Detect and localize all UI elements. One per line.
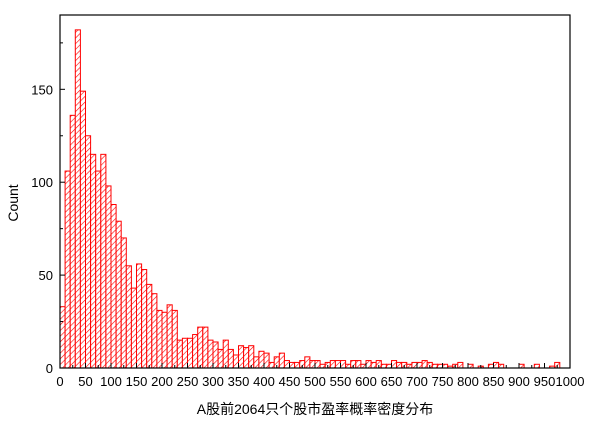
x-tick-label: 250 [177,374,199,389]
x-tick-label: 100 [100,374,122,389]
y-axis: 0 50 100 150 [31,42,65,376]
histogram-bar [289,361,296,369]
histogram-bar [396,361,403,369]
histogram-bar [156,309,163,369]
x-tick-label: 700 [406,374,428,389]
histogram-bar [278,352,285,369]
histogram-bar [334,360,341,369]
x-tick-label: 300 [202,374,224,389]
histogram-bar [243,347,250,369]
histogram-bar [192,334,199,369]
x-axis-title: A股前2064只个股市盈率概率密度分布 [197,401,433,417]
x-tick-label: 600 [355,374,377,389]
x-tick-label: 850 [483,374,505,389]
histogram-bar [416,361,423,369]
histogram-bar [258,350,265,369]
histogram-bar [248,345,255,369]
histogram-bar [181,337,188,369]
histogram-bar [64,170,71,369]
histogram-bar [329,360,336,369]
histogram-bar [457,361,464,369]
y-axis-title: Count [5,184,21,221]
histogram-bar [355,360,362,369]
histogram-bar [294,361,301,369]
x-tick-label: 750 [432,374,454,389]
histogram-bar [253,356,260,369]
histogram-bar [202,326,209,369]
x-tick-label: 50 [78,374,92,389]
x-tick-label: 900 [508,374,530,389]
histogram-bar [370,361,377,369]
histogram-bar [283,360,290,369]
x-tick-label: 400 [253,374,275,389]
x-tick-label: 450 [279,374,301,389]
histogram-bar [100,153,107,369]
histogram-bar [120,237,127,369]
histogram-bar [95,170,102,369]
histogram-bar [227,348,234,369]
histogram-bar [421,360,428,369]
x-tick-label: 150 [126,374,148,389]
x-tick-label: 0 [56,374,63,389]
histogram-bar [309,360,316,369]
y-tick-label: 0 [46,361,53,376]
histogram-bar [125,265,132,369]
histogram-bar [141,269,148,369]
x-tick-label: 350 [228,374,250,389]
x-axis: 0 50 100 150 200 250 300 350 400 450 500 550 600 650 7… [56,363,584,389]
histogram-bar [85,135,92,369]
histogram-bar [314,360,321,369]
histogram-bar [304,356,311,369]
x-tick-label: 500 [304,374,326,389]
histogram-bar [391,360,398,369]
histogram-bar [171,309,178,369]
histogram-bar [110,204,117,369]
histogram-bar [212,341,219,369]
histogram-bars [59,29,561,369]
histogram-bar [79,90,87,369]
histogram-bar [232,354,239,369]
x-tick-label: 800 [457,374,479,389]
histogram-bar [136,263,143,369]
histogram-bar [105,185,112,369]
x-tick-label: 1000 [556,374,585,389]
y-tick-label: 50 [39,268,53,283]
histogram-bar [268,361,275,369]
histogram-bar [493,361,500,369]
histogram-bar [365,360,372,369]
histogram-bar [238,345,245,369]
y-tick-label: 100 [31,175,53,190]
x-tick-label: 650 [381,374,403,389]
y-tick-label: 150 [31,82,53,97]
histogram-bar [151,293,158,369]
x-tick-label: 200 [151,374,173,389]
histogram-bar [130,287,137,369]
x-tick-label: 550 [330,374,352,389]
histogram-bar [146,283,153,369]
histogram-bar [74,29,81,369]
histogram-bar [90,153,97,369]
histogram-bar [166,304,173,369]
histogram-bar [69,114,76,369]
x-tick-label: 950 [534,374,556,389]
histogram-bar [176,339,183,369]
histogram-bar [197,326,204,369]
histogram-bar [59,306,66,369]
histogram-bar [161,311,168,369]
histogram-bar [340,360,347,369]
histogram-bar [411,361,418,369]
histogram-bar [115,220,122,369]
histogram-bar [207,339,214,369]
histogram-bar [187,337,194,369]
histogram-bar [217,348,224,369]
histogram-bar [263,352,270,369]
histogram-bar [222,339,229,369]
